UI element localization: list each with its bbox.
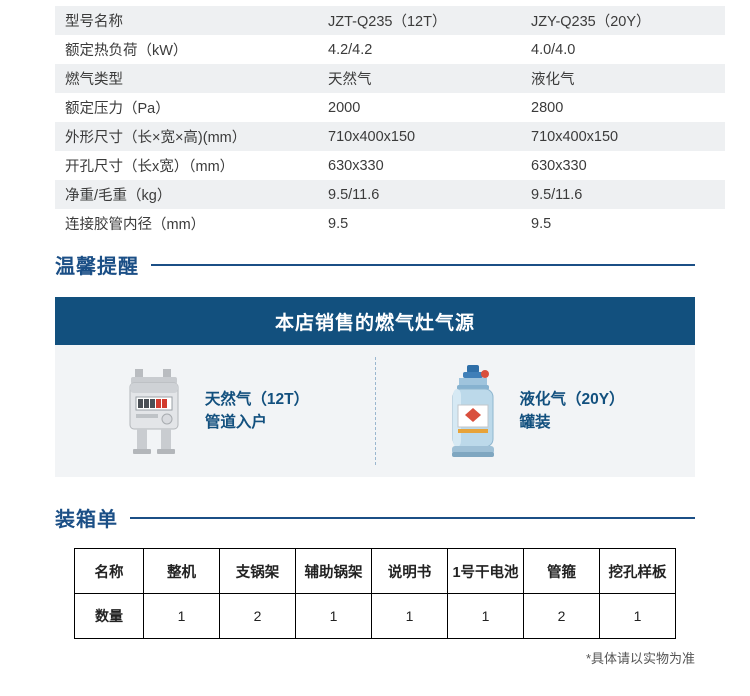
- table-row: 数量 1 2 1 1 1 2 1: [74, 593, 676, 639]
- gas-option-lpg: 液化气（20Y） 罐装: [375, 345, 695, 477]
- packing-item-qty: 1: [599, 593, 676, 639]
- spec-name: 额定压力（Pa）: [55, 93, 318, 122]
- packing-item-name: 辅助锅架: [295, 548, 372, 594]
- heading-rule: [130, 516, 695, 519]
- specification-table-body: 型号名称 JZT-Q235（12T） JZY-Q235（20Y） 额定热负荷（k…: [55, 6, 725, 238]
- spec-value-2: 液化气: [521, 64, 725, 93]
- table-row: 燃气类型 天然气 液化气: [55, 64, 725, 93]
- spec-name: 外形尺寸（长×宽×高)(mm）: [55, 122, 318, 151]
- spec-name: 净重/毛重（kg）: [55, 180, 318, 209]
- packing-row-label-name: 名称: [74, 548, 144, 594]
- packing-item-name: 说明书: [371, 548, 448, 594]
- packing-item-qty: 1: [143, 593, 220, 639]
- table-row: 开孔尺寸（长x宽）（mm） 630x330 630x330: [55, 151, 725, 180]
- spec-value-2: 2800: [521, 93, 725, 122]
- packing-row-label-qty: 数量: [74, 593, 144, 639]
- heading-rule: [151, 263, 695, 266]
- spec-name: 燃气类型: [55, 64, 318, 93]
- gas-cylinder-icon: [445, 363, 501, 459]
- packing-item-qty: 2: [523, 593, 600, 639]
- spec-name: 连接胶管内径（mm）: [55, 209, 318, 238]
- gas-meter-icon: [121, 367, 187, 455]
- spec-name: 额定热负荷（kW）: [55, 35, 318, 64]
- spec-value-2: 9.5: [521, 209, 725, 238]
- vertical-divider: [375, 357, 376, 465]
- gas-option-natural-line1: 天然气（12T）: [204, 391, 310, 408]
- tips-section-heading: 温馨提醒: [55, 250, 695, 279]
- packing-section-heading: 装箱单: [55, 503, 695, 532]
- packing-item-name: 1号干电池: [447, 548, 524, 594]
- packing-item-name: 挖孔样板: [599, 548, 676, 594]
- spec-name: 型号名称: [55, 6, 318, 35]
- packing-list-body: 名称 整机 支锅架 辅助锅架 说明书 1号干电池 管箍 挖孔样板 数量 1 2 …: [74, 548, 676, 639]
- packing-list-table: 名称 整机 支锅架 辅助锅架 说明书 1号干电池 管箍 挖孔样板 数量 1 2 …: [74, 548, 676, 639]
- spec-value-2: 9.5/11.6: [521, 180, 725, 209]
- gas-option-lpg-line2: 罐装: [519, 414, 551, 431]
- spec-value-1: 630x330: [318, 151, 521, 180]
- spec-value-2: JZY-Q235（20Y）: [521, 6, 725, 35]
- gas-option-lpg-line1: 液化气（20Y）: [519, 391, 625, 408]
- table-row: 额定热负荷（kW） 4.2/4.2 4.0/4.0: [55, 35, 725, 64]
- spec-value-1: 天然气: [318, 64, 521, 93]
- spec-name: 开孔尺寸（长x宽）（mm）: [55, 151, 318, 180]
- spec-value-2: 710x400x150: [521, 122, 725, 151]
- spec-value-2: 630x330: [521, 151, 725, 180]
- tips-section-title: 温馨提醒: [55, 256, 139, 278]
- table-row: 额定压力（Pa） 2000 2800: [55, 93, 725, 122]
- packing-item-qty: 2: [219, 593, 296, 639]
- gas-source-options: 天然气（12T） 管道入户: [55, 345, 695, 477]
- spec-value-1: 710x400x150: [318, 122, 521, 151]
- gas-option-natural-label: 天然气（12T） 管道入户: [205, 388, 309, 434]
- gas-option-natural-line2: 管道入户: [204, 414, 267, 431]
- specification-table: 型号名称 JZT-Q235（12T） JZY-Q235（20Y） 额定热负荷（k…: [55, 6, 725, 238]
- spec-value-1: 9.5/11.6: [318, 180, 521, 209]
- packing-item-name: 管箍: [523, 548, 600, 594]
- table-row: 外形尺寸（长×宽×高)(mm） 710x400x150 710x400x150: [55, 122, 725, 151]
- spec-value-2: 4.0/4.0: [521, 35, 725, 64]
- spec-value-1: 2000: [318, 93, 521, 122]
- packing-item-qty: 1: [447, 593, 524, 639]
- gas-source-panel: 本店销售的燃气灶气源: [55, 297, 695, 477]
- table-row: 净重/毛重（kg） 9.5/11.6 9.5/11.6: [55, 180, 725, 209]
- spec-value-1: 4.2/4.2: [318, 35, 521, 64]
- spec-value-1: JZT-Q235（12T）: [318, 6, 521, 35]
- packing-section-title: 装箱单: [55, 509, 118, 531]
- table-row: 连接胶管内径（mm） 9.5 9.5: [55, 209, 725, 238]
- table-row: 型号名称 JZT-Q235（12T） JZY-Q235（20Y）: [55, 6, 725, 35]
- packing-item-qty: 1: [371, 593, 448, 639]
- packing-footnote: *具体请以实物为准: [585, 651, 695, 666]
- gas-option-lpg-label: 液化气（20Y） 罐装: [519, 388, 624, 434]
- gas-source-panel-title: 本店销售的燃气灶气源: [55, 297, 695, 345]
- packing-item-name: 整机: [143, 548, 220, 594]
- packing-item-qty: 1: [295, 593, 372, 639]
- gas-option-natural: 天然气（12T） 管道入户: [55, 345, 375, 477]
- spec-value-1: 9.5: [318, 209, 521, 238]
- packing-item-name: 支锅架: [219, 548, 296, 594]
- table-row: 名称 整机 支锅架 辅助锅架 说明书 1号干电池 管箍 挖孔样板: [74, 548, 676, 594]
